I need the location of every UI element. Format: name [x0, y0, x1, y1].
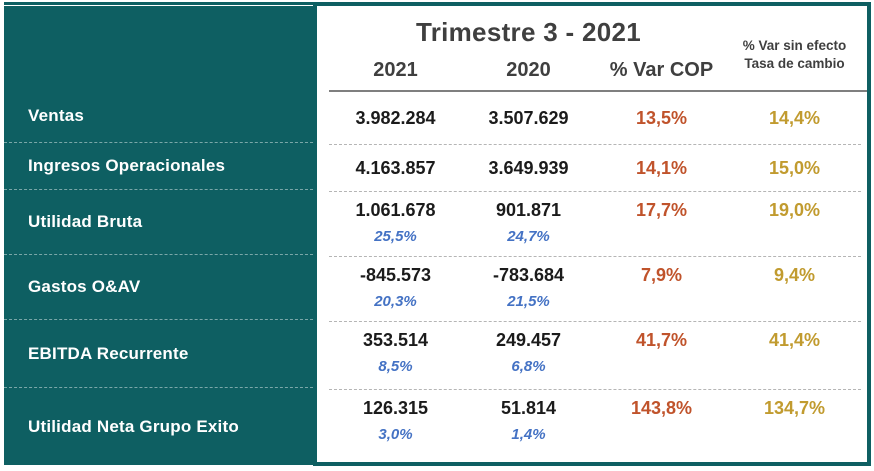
cell-var-cop: 143,8%	[595, 390, 728, 462]
var-fx-value: 14,4%	[768, 107, 821, 128]
var-cop-value: 143,8%	[630, 398, 693, 418]
table-row-utilidad-bruta: 1.061.678 25,5% 901.871 24,7% 17,7% 19,0…	[329, 192, 861, 257]
results-table-panel: Trimestre 3 - 2021 2021 2020 % Var COP %…	[313, 2, 871, 466]
row-label: Ventas	[28, 106, 85, 125]
cell-2021: -845.573 20,3%	[329, 257, 462, 321]
margin-2020: 21,5%	[507, 293, 550, 310]
var-fx-value: 19,0%	[768, 200, 821, 220]
cell-2021: 126.315 3,0%	[329, 390, 462, 462]
margin-2020: 1,4%	[511, 426, 546, 443]
var-cop-value: 7,9%	[640, 265, 683, 285]
margin-2021: 3,0%	[378, 426, 413, 443]
value-2021: 3.982.284	[355, 107, 436, 128]
cell-2020: 901.871 24,7%	[462, 192, 595, 256]
column-header-var-fx-line2: Tasa de cambio	[744, 56, 845, 71]
cell-var-fx: 41,4%	[728, 322, 861, 389]
value-2020: -783.684	[492, 265, 565, 285]
cell-var-fx: 19,0%	[728, 192, 861, 256]
table-title: Trimestre 3 - 2021	[415, 17, 642, 47]
value-2021: 353.514	[362, 330, 429, 350]
margin-2020: 24,7%	[507, 228, 550, 245]
cell-2020: 3.649.939	[462, 145, 595, 191]
table-header: Trimestre 3 - 2021 2021 2020 % Var COP %…	[329, 6, 861, 90]
cell-2021: 4.163.857	[329, 145, 462, 191]
value-2020: 51.814	[500, 398, 557, 418]
value-2020: 249.457	[495, 330, 562, 350]
cell-var-cop: 14,1%	[595, 145, 728, 191]
cell-2020: 3.507.629	[462, 92, 595, 144]
column-header-2020: 2020	[506, 58, 551, 81]
margin-2020: 6,8%	[511, 358, 546, 375]
var-fx-value: 41,4%	[768, 330, 821, 350]
cell-var-cop: 7,9%	[595, 257, 728, 321]
margin-2021: 25,5%	[374, 228, 417, 245]
cell-var-fx: 134,7%	[728, 390, 861, 462]
sidebar-label-utilidad-neta: Utilidad Neta Grupo Exito	[4, 388, 313, 465]
var-cop-value: 41,7%	[635, 330, 688, 350]
margin-2021: 8,5%	[378, 358, 413, 375]
cell-2021: 3.982.284	[329, 92, 462, 144]
table-row-ventas: 3.982.284 3.507.629 13,5% 14,4%	[329, 92, 861, 145]
row-label: Ingresos Operacionales	[28, 156, 226, 175]
cell-2021: 353.514 8,5%	[329, 322, 462, 389]
cell-var-fx: 14,4%	[728, 92, 861, 144]
var-fx-value: 15,0%	[768, 157, 821, 178]
cell-var-cop: 41,7%	[595, 322, 728, 389]
cell-var-cop: 17,7%	[595, 192, 728, 256]
margin-2021: 20,3%	[374, 293, 417, 310]
cell-var-cop: 13,5%	[595, 92, 728, 144]
var-fx-value: 134,7%	[763, 398, 826, 418]
table-body: 3.982.284 3.507.629 13,5% 14,4% 4.163.85…	[317, 92, 867, 462]
var-cop-value: 17,7%	[635, 200, 688, 220]
sidebar-label-utilidad-bruta: Utilidad Bruta	[4, 190, 313, 255]
value-2020: 3.649.939	[488, 157, 569, 178]
var-cop-value: 14,1%	[635, 157, 688, 178]
sidebar-label-ingresos-operacionales: Ingresos Operacionales	[4, 143, 313, 190]
sidebar-label-ventas: Ventas	[4, 90, 313, 143]
column-header-var-fx: % Var sin efecto Tasa de cambio	[728, 6, 861, 90]
cell-2020: -783.684 21,5%	[462, 257, 595, 321]
value-2020: 3.507.629	[488, 107, 569, 128]
sidebar-header-spacer	[4, 6, 313, 90]
cell-2020: 51.814 1,4%	[462, 390, 595, 462]
table-row-ingresos-operacionales: 4.163.857 3.649.939 14,1% 15,0%	[329, 145, 861, 192]
cell-2020: 249.457 6,8%	[462, 322, 595, 389]
cell-var-fx: 15,0%	[728, 145, 861, 191]
row-label: Gastos O&AV	[28, 277, 141, 296]
table-row-gastos-oav: -845.573 20,3% -783.684 21,5% 7,9% 9,4%	[329, 257, 861, 322]
value-2021: 126.315	[362, 398, 429, 418]
column-header-var-cop: % Var COP	[609, 58, 714, 81]
sidebar-label-ebitda-recurrente: EBITDA Recurrente	[4, 320, 313, 388]
row-label: EBITDA Recurrente	[28, 343, 189, 363]
column-header-2021: 2021	[373, 58, 418, 81]
row-label-sidebar: Ventas Ingresos Operacionales Utilidad B…	[4, 6, 313, 465]
cell-var-fx: 9,4%	[728, 257, 861, 321]
column-header-var-fx-line1: % Var sin efecto	[742, 38, 847, 54]
row-label: Utilidad Bruta	[28, 212, 143, 231]
value-2021: 1.061.678	[355, 200, 436, 220]
table-row-ebitda-recurrente: 353.514 8,5% 249.457 6,8% 41,7% 41,4%	[329, 322, 861, 390]
header-underline	[329, 90, 867, 92]
cell-2021: 1.061.678 25,5%	[329, 192, 462, 256]
sidebar-label-gastos-oav: Gastos O&AV	[4, 255, 313, 320]
var-fx-value: 9,4%	[773, 265, 816, 285]
value-2021: -845.573	[359, 265, 432, 285]
var-cop-value: 13,5%	[635, 107, 688, 128]
table-row-utilidad-neta: 126.315 3,0% 51.814 1,4% 143,8% 134,7%	[329, 390, 861, 462]
value-2021: 4.163.857	[355, 157, 436, 178]
value-2020: 901.871	[495, 200, 562, 220]
row-label: Utilidad Neta Grupo Exito	[28, 416, 239, 436]
